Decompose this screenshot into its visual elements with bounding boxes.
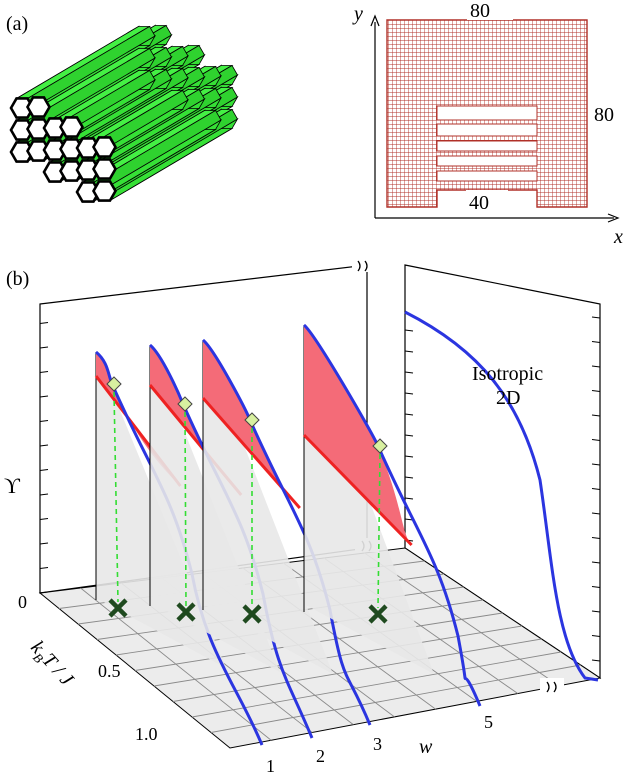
y-axis-ticks — [39, 322, 49, 594]
panel-a-label: (a) — [6, 13, 28, 35]
right-wall-ticks — [404, 316, 601, 662]
transition-diamond-marker — [106, 376, 122, 392]
hexagon-cell — [25, 140, 52, 162]
w-tick-2: 2 — [316, 746, 325, 766]
hexagon-cell — [75, 137, 101, 159]
curve-panel — [201, 338, 372, 726]
hexagon-cell — [91, 158, 118, 180]
x-axis-label: kBT / J — [24, 637, 78, 693]
annotation-2d: 2D — [496, 387, 520, 409]
cross-marker-icon — [108, 598, 128, 618]
lattice-slit — [436, 105, 538, 121]
schematic-y-label: y — [352, 3, 363, 25]
cross-marker-icon — [176, 602, 196, 622]
transition-diamond-marker — [244, 412, 260, 428]
dimension-side: 80 — [594, 104, 614, 126]
w-axis-label: w — [419, 736, 433, 758]
hexagon-cell — [91, 180, 118, 202]
hexagon-cell — [58, 160, 85, 182]
transition-diamond-marker — [372, 438, 388, 454]
curve-panel — [302, 323, 482, 707]
x-tick-1-0: 1.0 — [135, 724, 158, 744]
hexagon-cell — [58, 116, 85, 138]
svg-text:kBT / J: kBT / J — [24, 637, 78, 693]
schematic-x-arrow — [607, 213, 620, 223]
cross-marker-icon — [242, 604, 262, 624]
hexagon-cell — [9, 119, 35, 141]
panel-b-label: (b) — [6, 268, 29, 290]
asymptote-line — [302, 433, 413, 547]
hexagon-cell — [42, 139, 68, 161]
w-tick-3: 3 — [373, 734, 382, 754]
stiffness-curves — [94, 323, 482, 746]
w-tick-5: 5 — [484, 712, 493, 732]
hexagon-cell — [91, 136, 118, 158]
lattice-slit — [436, 123, 538, 137]
hexagon-cell — [42, 117, 68, 139]
hexagon-cell — [75, 159, 101, 181]
transition-diamond-marker — [177, 396, 193, 412]
dashed-drop-line — [113, 391, 119, 603]
hexagon-cell — [58, 138, 85, 160]
schematic-y-arrow — [370, 14, 380, 27]
hexagon-cell — [25, 96, 52, 118]
y-axis-label: ϒ — [4, 473, 21, 498]
y-tick-0: 0 — [18, 592, 27, 612]
dashed-drop-line — [377, 453, 381, 609]
lattice-schematic: y x 80 80 40 — [352, 0, 623, 248]
axis-break-icon — [352, 258, 376, 272]
lattice-slit — [436, 155, 538, 167]
w-tick-1: 1 — [266, 756, 275, 776]
stiffness-curve — [302, 323, 482, 707]
hexagonal-prism-bundle-icon — [9, 24, 239, 203]
hexagon-cell — [25, 118, 52, 140]
cross-marker-icon — [368, 604, 388, 624]
hexagon-cell — [42, 161, 68, 183]
hexagon-cell — [9, 141, 35, 163]
axis-break-icon — [540, 678, 564, 693]
hexagon-cell — [75, 181, 101, 203]
x-tick-0-5: 0.5 — [98, 661, 121, 681]
schematic-x-label: x — [613, 226, 623, 248]
annotation-isotropic: Isotropic — [472, 363, 543, 385]
lattice-slit — [436, 140, 538, 152]
dimension-top: 80 — [470, 0, 490, 22]
lattice-slit — [436, 170, 538, 182]
hexagon-cell — [9, 97, 35, 119]
stiffness-gap-fill — [304, 325, 412, 545]
dimension-bottom: 40 — [469, 192, 489, 214]
isotropic-2d-curve — [404, 310, 599, 682]
